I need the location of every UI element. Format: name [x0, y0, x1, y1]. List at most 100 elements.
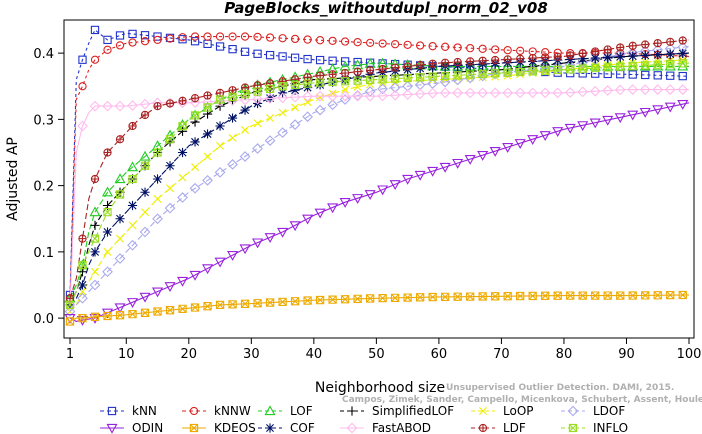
legend-label: INFLO: [593, 421, 628, 434]
data-point-loop: [166, 184, 175, 193]
data-point-kdeos: [78, 313, 87, 323]
data-point-kdeos: [428, 292, 437, 302]
data-point-odin: [126, 298, 139, 308]
data-point-knnw: [215, 32, 225, 41]
data-point-lof: [101, 186, 114, 197]
data-point-knn: [215, 42, 225, 51]
data-point-inflo: [128, 174, 137, 184]
data-point-odin: [552, 127, 564, 138]
data-point-kdeos: [578, 291, 587, 300]
data-point-kdeos: [528, 291, 537, 301]
data-point-fastabod: [527, 87, 539, 99]
data-point-inflo: [628, 61, 637, 71]
data-point-fastabod: [502, 87, 514, 99]
data-point-ldf: [328, 70, 337, 79]
data-point-kdeos: [591, 291, 600, 300]
data-point-lof: [652, 60, 664, 71]
data-point-fastabod: [514, 87, 526, 99]
data-point-inflo: [153, 148, 162, 157]
legend-item-ldof: LDOF: [561, 404, 625, 418]
data-point-inflo: [315, 78, 325, 87]
data-point-kdeos: [228, 300, 237, 309]
legend-marker: [346, 422, 358, 434]
data-point-cof: [115, 214, 125, 224]
legend-item-ldf: LDF: [471, 421, 526, 434]
data-point-fastabod: [627, 84, 639, 95]
data-point-inflo: [428, 72, 437, 81]
data-point-kdeos: [328, 295, 337, 304]
data-point-knn: [140, 31, 150, 40]
data-point-kdeos: [65, 317, 75, 326]
data-point-inflo: [528, 67, 537, 76]
series-line-cof: [69, 52, 690, 306]
data-point-loop: [503, 71, 512, 80]
data-point-cof: [315, 80, 325, 90]
chart-title: PageBlocks_withoutdupl_norm_02_v08: [224, 0, 548, 17]
data-point-fastabod: [677, 84, 689, 95]
data-point-ldof: [114, 253, 126, 264]
data-point-loop: [253, 119, 262, 128]
data-point-odin: [514, 139, 526, 149]
data-point-odin: [377, 185, 389, 196]
data-point-knnw: [78, 82, 87, 91]
data-point-kdeos: [415, 293, 425, 302]
data-point-ldf: [441, 58, 450, 67]
data-point-knn: [103, 35, 112, 45]
data-point-knnw: [503, 45, 512, 55]
watermark-line-1: Unsupervised Outlier Detection. DAMI, 20…: [446, 383, 674, 393]
data-point-knn: [353, 57, 362, 67]
data-point-loop: [116, 234, 125, 243]
data-point-loop: [153, 194, 162, 203]
data-point-kdeos: [265, 298, 275, 307]
data-point-ldof: [139, 226, 151, 238]
data-point-fastabod: [589, 85, 601, 97]
data-point-knn: [678, 71, 687, 81]
data-point-ldf: [591, 47, 600, 56]
data-point-kdeos: [165, 306, 175, 315]
data-point-odin: [352, 194, 364, 204]
data-point-ldf: [628, 41, 637, 50]
data-point-knn: [78, 55, 87, 64]
data-point-fastabod: [414, 88, 426, 100]
data-point-odin: [164, 282, 176, 293]
data-point-inflo: [303, 79, 312, 88]
data-point-inflo: [478, 69, 487, 79]
series-kdeos: [65, 290, 690, 326]
data-point-knnw: [315, 36, 325, 45]
series-layer: [64, 25, 690, 326]
data-point-inflo: [278, 82, 287, 91]
data-point-knnw: [115, 41, 125, 50]
series-line-odin: [69, 102, 690, 322]
legend-label: kNN: [132, 404, 157, 418]
data-point-cof: [640, 50, 650, 61]
y-tick-label: 0.4: [33, 47, 54, 62]
data-point-odin: [214, 257, 226, 268]
series-odin: [64, 99, 690, 326]
data-point-fastabod: [639, 84, 651, 95]
data-point-knnw: [378, 39, 387, 48]
data-point-knnw: [453, 43, 462, 52]
data-point-odin: [489, 147, 501, 157]
data-point-inflo: [203, 103, 212, 112]
data-point-ldf: [165, 99, 175, 108]
data-point-odin: [527, 135, 539, 145]
data-point-ldf: [491, 55, 500, 65]
series-line-fastabod: [69, 89, 689, 305]
data-point-inflo: [653, 60, 662, 69]
data-point-loop: [191, 163, 200, 172]
data-point-knnw: [240, 32, 250, 41]
data-point-fastabod: [539, 87, 551, 99]
data-point-inflo: [516, 67, 525, 77]
data-point-fastabod: [402, 89, 414, 100]
data-point-cof: [653, 50, 663, 60]
legend-item-loop: LoOP: [471, 404, 534, 418]
data-point-kdeos: [641, 291, 650, 300]
data-point-knnw: [491, 45, 500, 54]
x-axis: 1 10 20 30 40 50 60 70 80 90 100: [66, 338, 701, 362]
data-point-cof: [177, 147, 188, 158]
data-point-odin: [114, 303, 126, 314]
data-point-knnw: [265, 33, 275, 42]
data-point-inflo: [328, 77, 337, 87]
data-point-inflo: [403, 73, 412, 83]
data-point-ldof: [389, 82, 401, 93]
